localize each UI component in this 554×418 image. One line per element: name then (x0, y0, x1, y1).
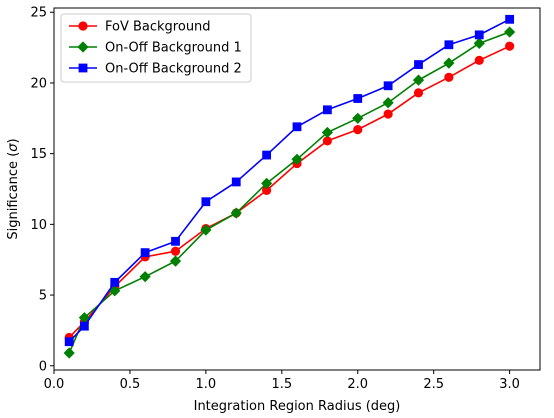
data-point (139, 271, 151, 283)
data-point (78, 312, 90, 324)
x-tick-label: 2.5 (423, 377, 444, 392)
legend-marker (78, 63, 88, 73)
series-1 (63, 26, 516, 359)
data-point (412, 74, 425, 86)
x-axis-label: Integration Region Radius (deg) (194, 399, 401, 414)
legend-label: On-Off Background 1 (105, 41, 242, 56)
data-point (474, 55, 484, 65)
x-tick-label: 0.0 (44, 377, 65, 392)
data-point (140, 248, 150, 258)
x-tick-label: 0.5 (120, 377, 141, 392)
data-point (474, 30, 484, 40)
legend-label: On-Off Background 2 (105, 62, 242, 77)
legend-item: FoV Background (69, 20, 211, 35)
data-point (473, 37, 485, 49)
data-point (321, 126, 333, 139)
data-point (109, 285, 121, 297)
data-point (353, 125, 363, 135)
data-point (169, 255, 182, 267)
y-tick-label: 5 (39, 289, 47, 304)
y-axis: 0 5 10 15 20 25 (30, 6, 54, 374)
data-point (200, 224, 212, 236)
data-point (322, 105, 332, 115)
data-point (505, 14, 515, 24)
data-point (291, 153, 303, 165)
legend: FoV Background On-Off Background 1 On-Off … (60, 13, 252, 83)
data-point (110, 277, 120, 287)
y-axis-label-sigma: σ (6, 143, 21, 152)
y-axis-label: Significance (σ) (6, 138, 21, 239)
data-point (414, 60, 423, 69)
data-point (262, 185, 272, 196)
data-point (352, 112, 364, 124)
chart-marks (63, 14, 516, 359)
data-point (261, 177, 273, 189)
data-point (444, 40, 454, 50)
data-point (64, 337, 74, 347)
y-tick-label: 25 (30, 6, 47, 21)
y-axis-label-prefix: Significance ( (6, 152, 21, 240)
data-point (171, 236, 180, 246)
series-line (68, 45, 510, 339)
data-point (322, 136, 332, 146)
legend-item: On-Off Background 1 (69, 41, 242, 56)
data-point (353, 94, 363, 103)
data-point (201, 197, 211, 207)
y-tick-label: 0 (39, 359, 47, 374)
data-point (443, 57, 455, 69)
legend-item: On-Off Background 2 (69, 62, 242, 77)
plot-frame (53, 7, 541, 371)
data-point (444, 72, 454, 82)
data-point (63, 347, 75, 359)
legend-marker (77, 41, 89, 53)
data-point (79, 321, 89, 331)
data-point (504, 26, 516, 38)
x-tick-label: 3.0 (499, 377, 520, 392)
data-point (382, 97, 394, 109)
x-tick-label: 1.0 (196, 377, 217, 392)
data-point (292, 122, 302, 132)
x-tick-label: 1.5 (271, 377, 292, 392)
data-point (383, 81, 393, 91)
data-point (230, 207, 242, 219)
data-point (231, 177, 241, 187)
series-line (68, 18, 510, 343)
data-point (505, 41, 515, 51)
y-tick-label: 20 (30, 76, 47, 91)
y-axis-label-suffix: ) (6, 138, 21, 143)
data-point (383, 109, 393, 119)
legend-marker (78, 21, 88, 31)
data-point (170, 246, 181, 256)
x-axis: 0.0 0.5 1.0 1.5 2.0 2.5 3.0 (44, 370, 520, 392)
legend-label: FoV Background (105, 20, 211, 35)
y-tick-label: 15 (30, 147, 47, 162)
y-tick-label: 10 (30, 218, 47, 233)
series-line (68, 31, 510, 354)
x-tick-label: 2.0 (347, 377, 368, 392)
data-point (262, 150, 272, 160)
data-point (413, 88, 424, 98)
series-2 (64, 14, 515, 347)
legend-box (60, 13, 252, 83)
